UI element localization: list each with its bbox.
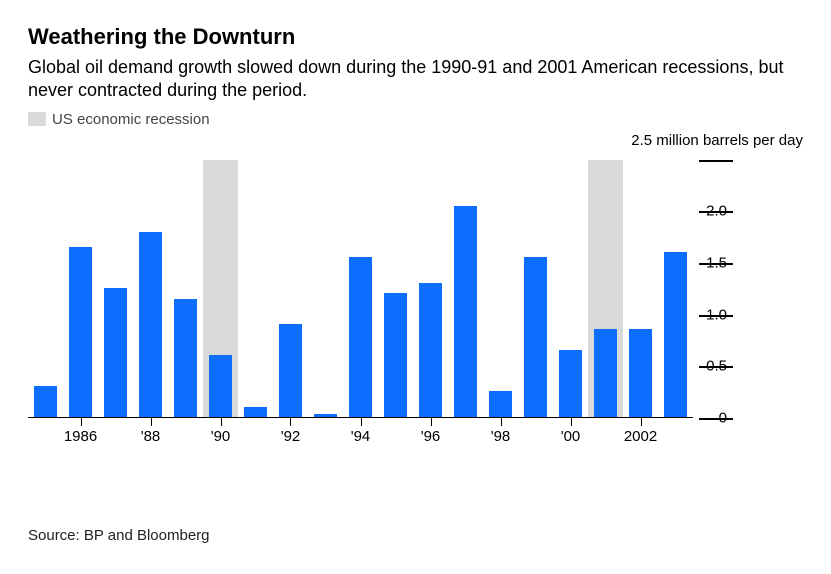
chart-area: 2.5 million barrels per day 0 0.5 1.0 1.5 2.… (28, 132, 803, 452)
x-tick (290, 418, 291, 426)
legend-label: US economic recession (52, 111, 210, 128)
bar (209, 355, 232, 417)
bar (174, 299, 197, 417)
plot-area (28, 160, 693, 418)
bar (594, 329, 617, 416)
x-tick (151, 418, 152, 426)
bar (104, 288, 127, 417)
x-axis: 1986 '88 '90 '92 '94 '96 '98 '00 2002 (28, 418, 693, 452)
bar (69, 247, 92, 417)
y-tick-label: 0 (719, 409, 727, 426)
bar (279, 324, 302, 417)
x-tick-label: '92 (281, 428, 301, 445)
y-tick-label: 1.5 (706, 254, 727, 271)
bar (314, 414, 337, 417)
x-tick (641, 418, 642, 426)
y-tick (699, 160, 733, 162)
y-axis-unit-label: 2.5 million barrels per day (589, 132, 803, 149)
x-tick (431, 418, 432, 426)
x-tick (221, 418, 222, 426)
bar (244, 407, 267, 417)
x-tick-label: 1986 (64, 428, 97, 445)
bar (139, 232, 162, 417)
y-tick-label: 2.0 (706, 203, 727, 220)
bar (559, 350, 582, 417)
chart-subtitle: Global oil demand growth slowed down dur… (28, 56, 803, 103)
y-axis: 2.5 million barrels per day 00.51.01.52.… (699, 132, 803, 418)
x-tick-label: '00 (561, 428, 581, 445)
bar (34, 386, 57, 417)
y-tick-label: 1.0 (706, 306, 727, 323)
bar (454, 206, 477, 417)
x-tick-label: '96 (421, 428, 441, 445)
x-tick-label: '88 (141, 428, 161, 445)
x-tick (501, 418, 502, 426)
bar (489, 391, 512, 417)
legend-swatch (28, 112, 46, 126)
bar (524, 257, 547, 416)
bar (349, 257, 372, 416)
bar (419, 283, 442, 417)
x-tick (571, 418, 572, 426)
x-tick (361, 418, 362, 426)
x-tick-label: '94 (351, 428, 371, 445)
x-tick-label: '98 (491, 428, 511, 445)
chart-page: Weathering the Downturn Global oil deman… (0, 0, 831, 574)
y-tick (699, 418, 733, 420)
bar (664, 252, 687, 416)
x-tick-label: '90 (211, 428, 231, 445)
x-tick (81, 418, 82, 426)
legend: US economic recession (28, 111, 803, 128)
y-tick-label: 0.5 (706, 358, 727, 375)
chart-title: Weathering the Downturn (28, 24, 803, 50)
bar (384, 293, 407, 416)
source-label: Source: BP and Bloomberg (28, 527, 210, 544)
bar (629, 329, 652, 416)
x-tick-label: 2002 (624, 428, 657, 445)
